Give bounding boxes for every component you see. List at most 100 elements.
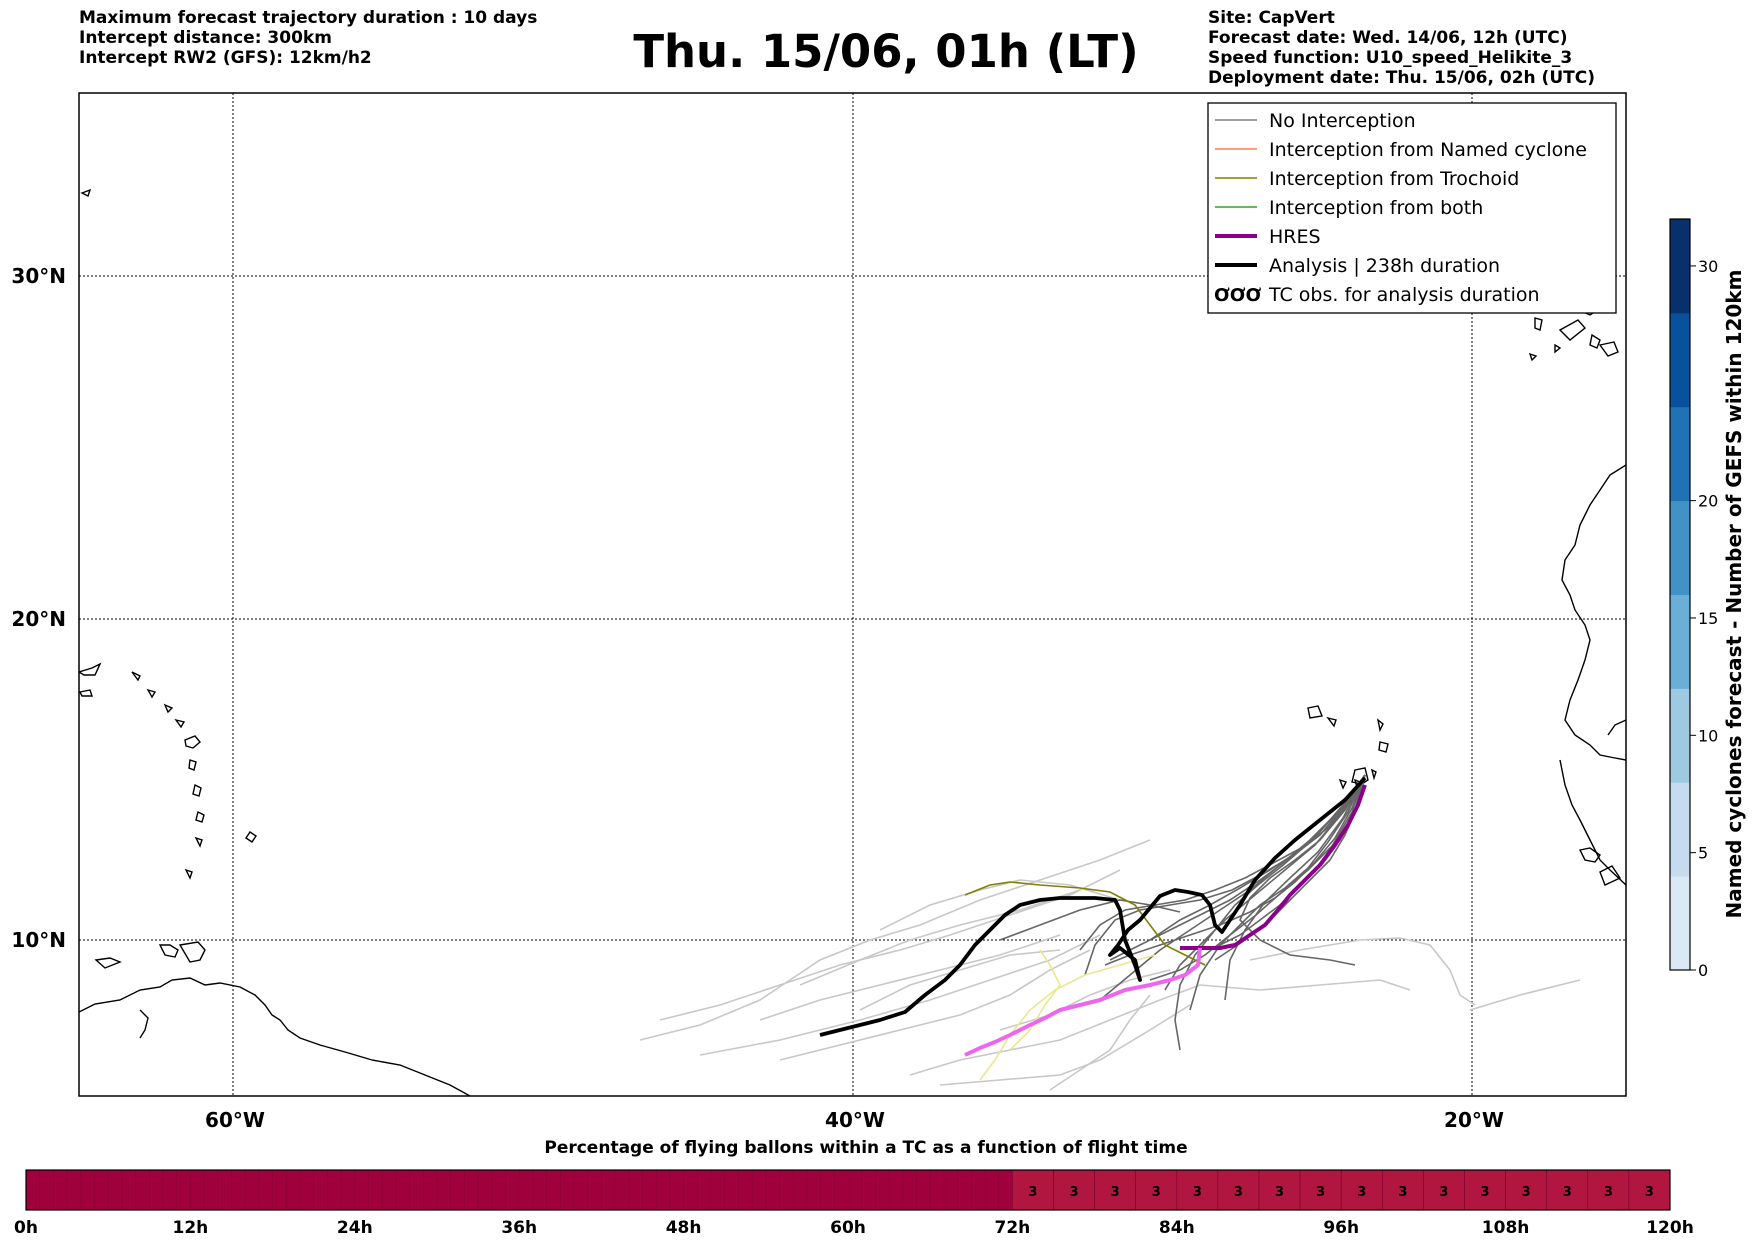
- island-fogo: [1338, 778, 1347, 790]
- trajectory: [1199, 979, 1411, 991]
- island-sal: [1376, 718, 1384, 733]
- island-santiago: [1351, 767, 1369, 785]
- trajectory: [1049, 994, 1151, 1091]
- coastline-lake: [139, 1009, 149, 1039]
- time-bar-value: 3: [1604, 1185, 1613, 1200]
- legend-label: HRES: [1269, 226, 1321, 248]
- latitude-labels: 30°N 20°N 10°N: [11, 264, 66, 952]
- map-frame: [78, 92, 1627, 1097]
- header-right-line: Speed function: U10_speed_Helikite_3: [1208, 48, 1573, 68]
- lon-label-40w: 40°W: [825, 1108, 885, 1132]
- island-la-palma: [1534, 317, 1543, 331]
- time-bar-tick-label: 84h: [1159, 1218, 1195, 1238]
- time-bar: Percentage of flying ballons within a TC…: [14, 1138, 1694, 1238]
- longitude-labels: 60°W 40°W 20°W: [205, 1108, 1504, 1132]
- colorbar-cell: [1670, 406, 1690, 502]
- trajectory: [1224, 774, 1366, 1001]
- island-virgin: [131, 671, 141, 682]
- colorbar-tick-label: 5: [1698, 844, 1708, 863]
- time-bar-tick-label: 12h: [173, 1218, 209, 1238]
- trajectory-pale: [979, 954, 1156, 1081]
- island-bijagos-2: [1599, 865, 1622, 886]
- trajectory: [939, 1004, 1191, 1086]
- island-santo-antao: [1307, 705, 1323, 719]
- island-la-gomera: [1554, 343, 1562, 354]
- time-bar-title: Percentage of flying ballons within a TC…: [544, 1138, 1187, 1158]
- island-st-lucia: [195, 810, 205, 823]
- legend-label: Interception from Named cyclone: [1269, 139, 1587, 161]
- trajectory-analysis: [819, 776, 1367, 1037]
- page-title: Thu. 15/06, 01h (LT): [633, 25, 1139, 78]
- island-guadeloupe: [184, 735, 201, 749]
- time-bar-tick-label: 36h: [501, 1218, 537, 1238]
- coastlines: [79, 188, 1626, 1096]
- island-brava: [1370, 768, 1377, 781]
- time-bar-segment: [1546, 1169, 1589, 1211]
- trajectory-hres-extension: [964, 947, 1202, 1057]
- trajectory-trochoid: [964, 881, 1206, 966]
- trajectory: [699, 934, 1101, 1056]
- time-bar-segment: [1094, 1169, 1136, 1211]
- time-bar-value: 3: [1152, 1185, 1161, 1200]
- trajectory: [1174, 774, 1366, 1051]
- island-el-hierro: [1528, 352, 1538, 362]
- island-vieques: [79, 689, 93, 697]
- time-bar-value: 3: [1111, 1185, 1120, 1200]
- time-bar-tick-label: 72h: [995, 1218, 1031, 1238]
- colorbar-cells: [1670, 219, 1690, 971]
- time-bar-segment: [1299, 1169, 1342, 1211]
- trajectories-dark: [999, 774, 1366, 1051]
- island-anguilla: [146, 688, 157, 699]
- island-lanzarote: [1598, 341, 1619, 357]
- colorbar-cell: [1670, 312, 1690, 408]
- time-bar-tick-label: 24h: [337, 1218, 373, 1238]
- legend-label: TC obs. for analysis duration: [1268, 284, 1540, 306]
- island-trinidad: [158, 944, 179, 958]
- colorbar-tick-label: 20: [1698, 492, 1718, 511]
- island-martinique: [192, 783, 202, 797]
- header-right-line: Deployment date: Thu. 15/06, 02h (UTC): [1208, 68, 1595, 88]
- time-bar-cells: 3 3 3 3 3 3 3 3 3 3 3 3 3 3 3 3: [26, 1169, 1671, 1211]
- island-grenada: [184, 868, 193, 880]
- trajectory: [999, 899, 1181, 941]
- time-bar-segment: [1464, 1169, 1506, 1211]
- island-bijagos: [1578, 847, 1601, 863]
- time-bar-value: 3: [1316, 1185, 1325, 1200]
- time-bar-value: 3: [1522, 1185, 1531, 1200]
- trajectory: [1189, 774, 1366, 1011]
- colorbar-tick-label: 10: [1698, 726, 1718, 745]
- time-bar-segment: [1505, 1169, 1547, 1211]
- trajectory: [759, 934, 1061, 1021]
- legend-box: [1207, 102, 1617, 314]
- legend-label: Interception from both: [1269, 197, 1483, 219]
- trajectory: [659, 869, 1121, 1021]
- time-bar-tick-label: 48h: [666, 1218, 702, 1238]
- time-bar-segment: [1053, 1169, 1095, 1211]
- time-bar-value: 3: [1645, 1185, 1654, 1200]
- time-bar-labels: 0h 12h 24h 36h 48h 60h 72h 84h 96h 108h 120h: [14, 1218, 1694, 1238]
- island-tobago: [178, 941, 206, 963]
- colorbar-tick-label: 30: [1698, 257, 1718, 276]
- trajectory: [799, 889, 1081, 986]
- time-bar-value: 3: [1070, 1185, 1079, 1200]
- trajectory: [859, 949, 1061, 1011]
- trajectory: [909, 984, 1201, 1076]
- lon-label-20w: 20°W: [1444, 1108, 1504, 1132]
- time-bar-tick-label: 60h: [830, 1218, 866, 1238]
- colorbar-cell: [1670, 688, 1690, 783]
- time-bar-value: 3: [1028, 1185, 1037, 1200]
- island-st-kitts: [163, 703, 174, 714]
- header-left-line: Intercept RW2 (GFS): 12km/h2: [79, 48, 372, 68]
- lat-label-20n: 20°N: [11, 607, 66, 631]
- time-bar-value: 3: [1193, 1185, 1202, 1200]
- legend: No Interception Interception from Named c…: [1207, 102, 1617, 314]
- time-bar-value: 3: [1398, 1185, 1407, 1200]
- island-puerto-rico: [79, 662, 102, 676]
- trajectory-pale: [1009, 949, 1061, 1051]
- colorbar: 0 5 10 15 20 30 Named cyclones forecast - Num…: [1669, 218, 1746, 980]
- time-bar-tick-label: 0h: [14, 1218, 38, 1238]
- colorbar-cell: [1670, 500, 1690, 595]
- trajectory: [1239, 774, 1366, 966]
- header-left-info: Maximum forecast trajectory duration : 1…: [79, 8, 537, 68]
